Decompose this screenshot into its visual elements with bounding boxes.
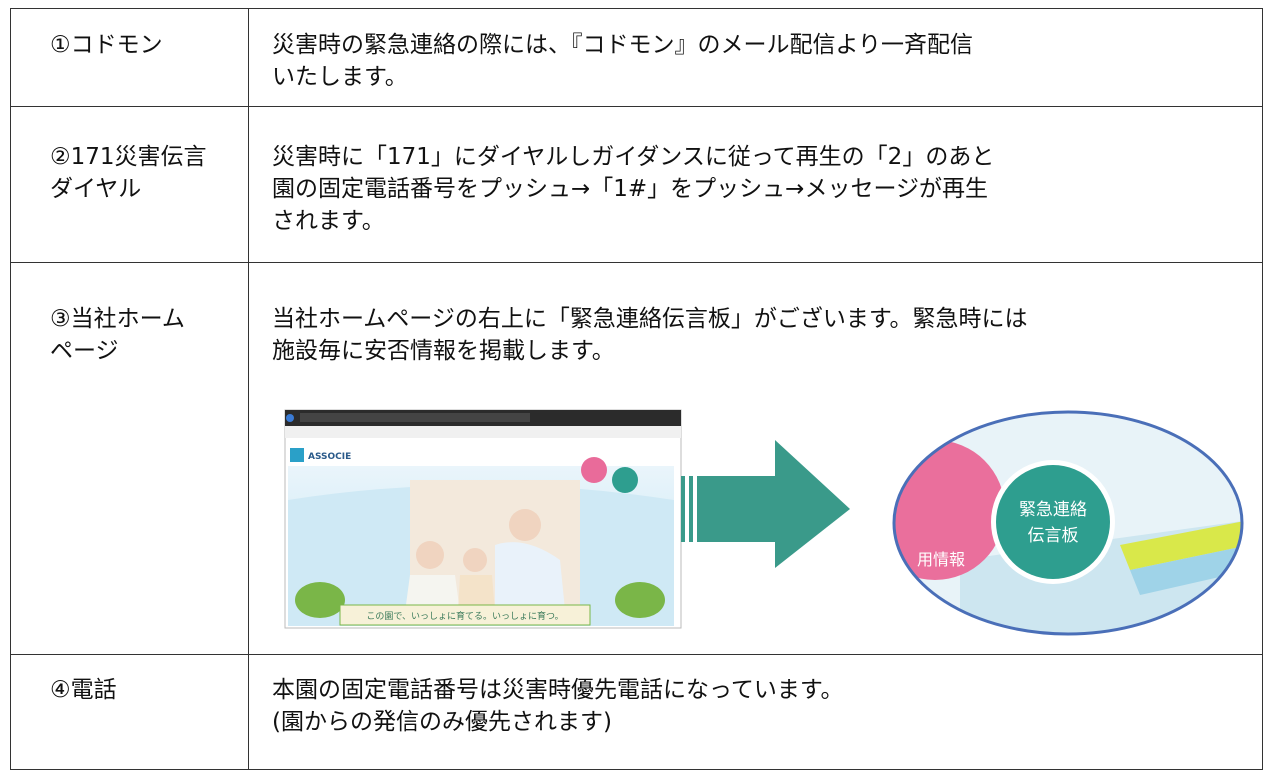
arrow — [681, 440, 850, 568]
row-label: ②171災害伝言 — [50, 144, 207, 170]
row-text: 災害時に「171」にダイヤルしガイダンスに従って再生の「2」のあと — [272, 144, 995, 170]
row-text: されます。 — [272, 208, 385, 234]
zoom-button-line: 緊急連絡 — [1019, 500, 1087, 520]
row-text: 当社ホームページの右上に「緊急連絡伝言板」がございます。緊急時には — [272, 306, 1028, 332]
row-text: 災害時の緊急連絡の際には、『コドモン』のメール配信より一斉配信 — [272, 32, 974, 58]
rule — [10, 8, 11, 770]
row-text: 施設毎に安否情報を掲載します。 — [272, 338, 615, 364]
row-text: 本園の固定電話番号は災害時優先電話になっています。 — [272, 677, 844, 703]
site-tagline: この園で、いっしょに育てる。いっしょに育つ。 — [366, 610, 563, 622]
zoom: 用情報 緊急連絡 伝言板 — [894, 412, 1242, 634]
zoom-button-line: 伝言板 — [1028, 526, 1079, 546]
rule — [248, 8, 249, 770]
rule — [1262, 8, 1263, 770]
rule — [10, 769, 1263, 770]
row-text: いたします。 — [272, 64, 408, 90]
rule — [10, 654, 1263, 655]
zoom-outline — [892, 410, 1244, 636]
row-label: ③当社ホーム — [50, 306, 185, 332]
row-text: (園からの発信のみ優先されます) — [272, 709, 612, 735]
row-label: ①コドモン — [50, 32, 163, 58]
row-text: 園の固定電話番号をプッシュ→「1#」をプッシュ→メッセージが再生 — [272, 176, 988, 202]
rule — [10, 8, 1263, 9]
row-label: ダイヤル — [50, 176, 142, 202]
screenshot: ASSOCIE この園で、いっしょに育てる。いっしょに育つ。 — [284, 409, 682, 629]
zoom-side-label: 用情報 — [917, 550, 965, 569]
site-logo: ASSOCIE — [308, 452, 351, 462]
rule — [10, 106, 1263, 107]
row-label: ページ — [50, 338, 119, 364]
rule — [10, 262, 1263, 263]
row-label: ④電話 — [50, 677, 117, 703]
